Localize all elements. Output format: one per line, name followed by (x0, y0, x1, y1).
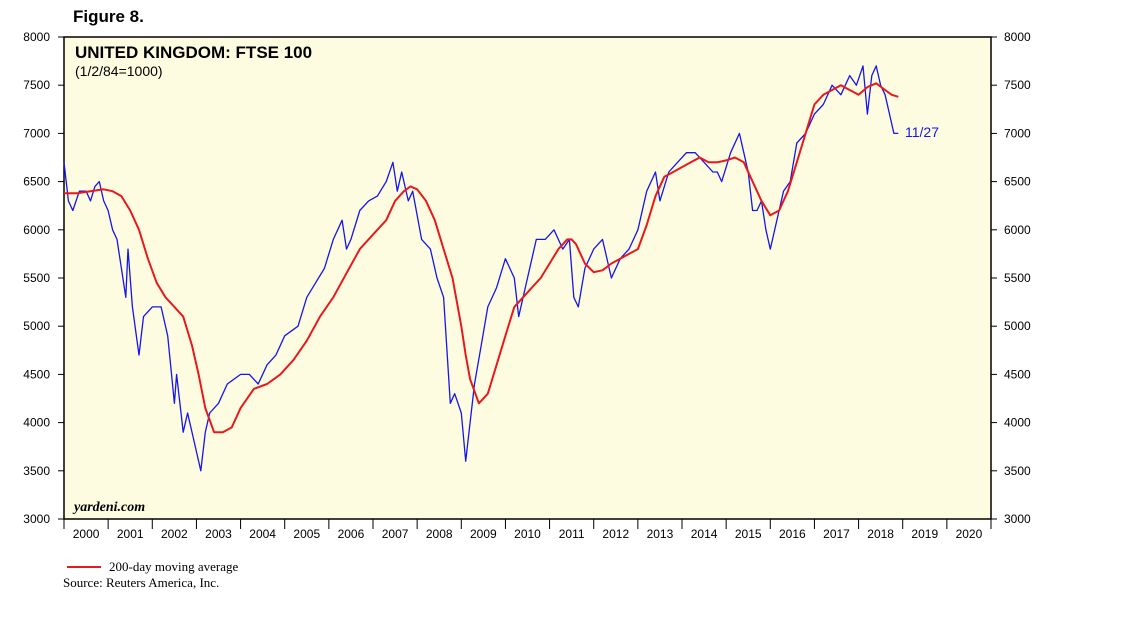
x-tick-label: 2014 (691, 527, 718, 541)
y-tick-label-right: 4500 (1004, 367, 1031, 381)
y-tick-label-left: 5500 (23, 271, 50, 285)
series-layer (63, 65, 899, 472)
x-tick-label: 2004 (249, 527, 276, 541)
y-tick-label-left: 5000 (23, 319, 50, 333)
x-tick-label: 2013 (647, 527, 674, 541)
ftse-index-line (63, 65, 899, 472)
legend: 200-day moving average Source: Reuters A… (63, 559, 238, 591)
legend-label: 200-day moving average (109, 559, 239, 574)
x-tick-label: 2003 (205, 527, 232, 541)
y-tick-label-right: 4000 (1004, 416, 1031, 430)
moving-average-line (64, 82, 899, 434)
source-text: Source: Reuters America, Inc. (63, 575, 220, 590)
y-tick-label-right: 5000 (1004, 319, 1031, 333)
x-axis: 2000 2001 2002 2003 2004 2005 2006 2007 2008 2009… (63, 519, 992, 541)
y-tick-label-right: 7000 (1004, 126, 1031, 140)
y-tick-label-right: 6500 (1004, 175, 1031, 189)
y-tick-label-left: 4500 (23, 367, 50, 381)
watermark: yardeni.com (72, 500, 145, 515)
y-tick-label-left: 7000 (23, 126, 50, 140)
x-tick-label: 2011 (559, 527, 585, 541)
x-tick-label: 2006 (338, 527, 365, 541)
chart-title: UNITED KINGDOM: FTSE 100 (75, 43, 312, 62)
y-tick-label-right: 7500 (1004, 78, 1031, 92)
x-tick-label: 2002 (161, 527, 188, 541)
source-note: Source: Reuters America, Inc. (63, 575, 238, 591)
x-tick-label: 2018 (867, 527, 894, 541)
y-axis-left: 3000 3500 4000 4500 5000 5500 6000 6500 7000 7500… (23, 30, 64, 526)
chart-subtitle: (1/2/84=1000) (75, 63, 163, 79)
y-tick-label-left: 7500 (23, 78, 50, 92)
y-tick-label-right: 5500 (1004, 271, 1031, 285)
y-tick-label-right: 8000 (1004, 30, 1031, 44)
y-tick-label-left: 8000 (23, 30, 50, 44)
y-tick-label-left: 3000 (23, 512, 50, 526)
x-tick-label: 2001 (117, 527, 144, 541)
x-tick-label: 2015 (735, 527, 762, 541)
y-tick-label-left: 6000 (23, 223, 50, 237)
x-tick-label: 2012 (602, 527, 629, 541)
x-tick-label: 2016 (779, 527, 806, 541)
moving-average-swatch (67, 566, 101, 568)
x-tick-label: 2017 (823, 527, 850, 541)
y-tick-label-right: 6000 (1004, 223, 1031, 237)
x-tick-label: 2005 (293, 527, 320, 541)
end-date-label: 11/27 (905, 124, 939, 140)
x-tick-label: 2020 (956, 527, 983, 541)
y-tick-label-left: 4000 (23, 416, 50, 430)
y-axis-right: 3000 3500 4000 4500 5000 5500 6000 6500 7000 7500… (991, 30, 1031, 526)
x-tick-label: 2000 (73, 527, 100, 541)
x-tick-label: 2010 (514, 527, 541, 541)
legend-item-moving-average: 200-day moving average (63, 559, 238, 575)
x-tick-label: 2019 (911, 527, 938, 541)
y-tick-label-right: 3000 (1004, 512, 1031, 526)
y-tick-label-left: 6500 (23, 175, 50, 189)
figure-label: Figure 8. (73, 7, 144, 26)
y-tick-label-right: 3500 (1004, 464, 1031, 478)
x-tick-label: 2008 (426, 527, 453, 541)
x-tick-label: 2009 (470, 527, 497, 541)
y-tick-label-left: 3500 (23, 464, 50, 478)
x-tick-label: 2007 (382, 527, 409, 541)
